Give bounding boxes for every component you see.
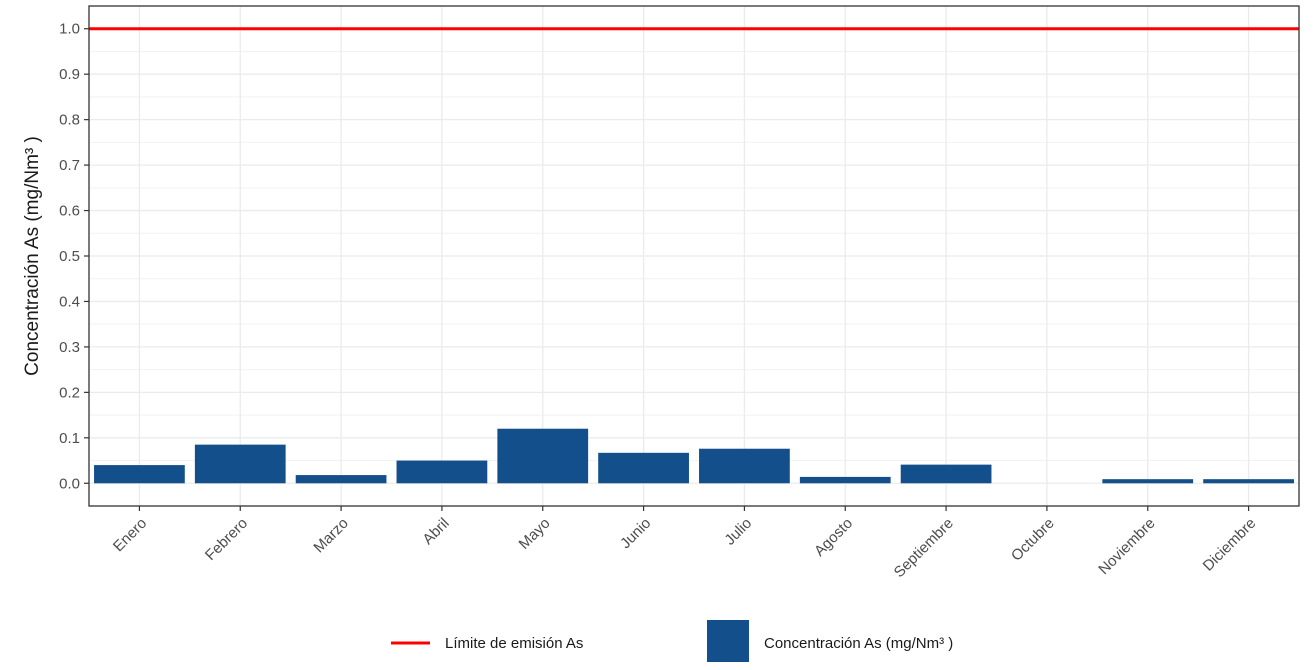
y-tick-label: 0.9 <box>59 66 80 83</box>
y-tick-label: 1.0 <box>59 21 80 38</box>
y-tick-label: 0.5 <box>59 248 80 265</box>
y-tick-label: 0.3 <box>59 339 80 356</box>
legend-bar-label: Concentración As (mg/Nm³ ) <box>764 635 953 652</box>
bar-febrero <box>194 444 286 484</box>
y-tick-label: 0.2 <box>59 384 80 401</box>
bar-diciembre <box>1203 479 1294 484</box>
bar-septiembre <box>900 464 992 484</box>
bar-enero <box>94 465 185 484</box>
y-tick-label: 0.0 <box>59 475 80 492</box>
y-tick-label: 0.6 <box>59 203 80 220</box>
legend: Límite de emisión As Concentración As (m… <box>391 620 953 662</box>
legend-bar-key <box>707 620 749 662</box>
bars <box>94 428 1294 484</box>
y-tick-label: 0.1 <box>59 430 80 447</box>
bar-marzo <box>295 475 387 484</box>
y-tick-label: 0.4 <box>59 293 80 310</box>
y-axis: 0.0 0.1 0.2 0.3 0.4 0.5 0.6 0.7 0.8 0.9 1.0 <box>59 21 89 492</box>
y-axis-label: Concentración As (mg/Nm³ ) <box>22 136 43 376</box>
legend-line-label: Límite de emisión As <box>445 635 583 652</box>
bar-mayo <box>497 428 589 484</box>
bar-julio <box>699 448 790 484</box>
bar-abril <box>396 460 488 484</box>
bar-junio <box>598 452 689 484</box>
y-tick-label: 0.8 <box>59 112 80 129</box>
bar-noviembre <box>1102 479 1194 484</box>
bar-agosto <box>799 476 891 484</box>
y-tick-label: 0.7 <box>59 157 80 174</box>
